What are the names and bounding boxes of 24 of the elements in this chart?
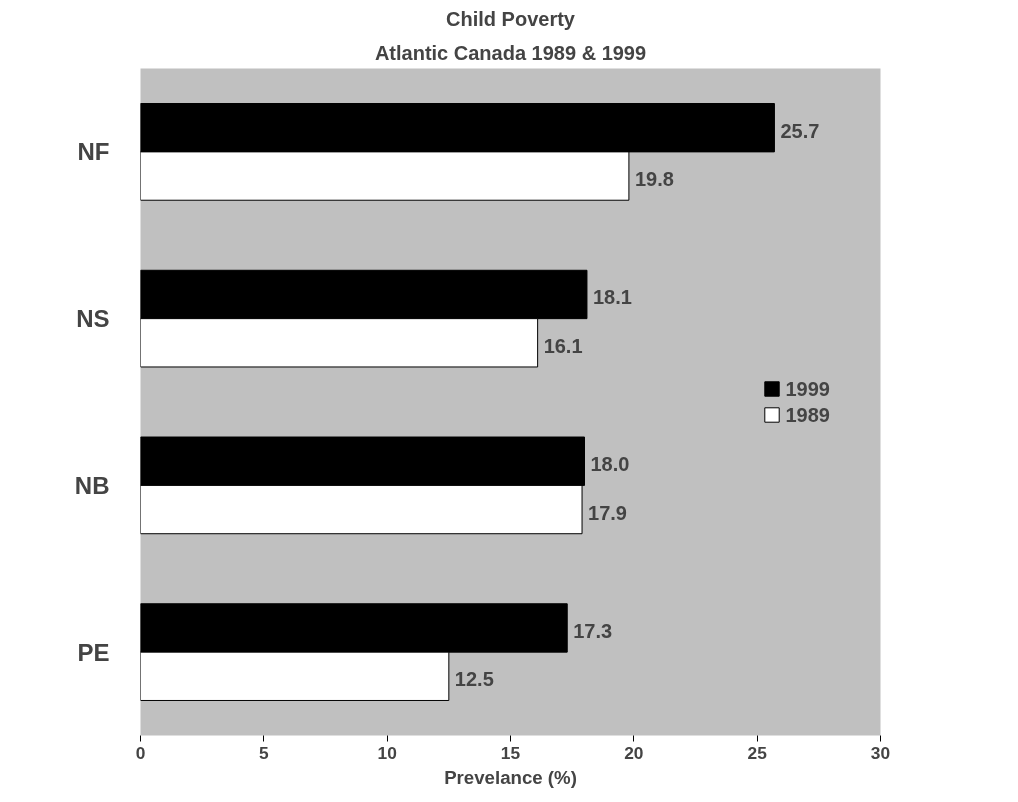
chart-title: Child Poverty <box>446 7 576 30</box>
data-label: 12.5 <box>454 668 494 691</box>
data-label: 17.9 <box>588 501 627 524</box>
data-label: 18.1 <box>592 286 632 309</box>
x-axis-title: Prevelance (%) <box>444 766 577 788</box>
y-tick-label: NB <box>74 471 110 499</box>
x-tick-label: 10 <box>377 742 397 763</box>
x-tick-label: 25 <box>747 742 768 763</box>
data-label: 18.0 <box>590 453 630 476</box>
data-label: 17.3 <box>573 619 613 642</box>
data-label: 19.8 <box>634 168 674 191</box>
legend-label: 1989 <box>785 403 830 426</box>
y-tick-label: PE <box>77 638 110 666</box>
chart-subtitle: Atlantic Canada 1989 & 1999 <box>374 41 647 64</box>
x-tick-label: 15 <box>500 742 521 763</box>
x-tick-label: 30 <box>870 742 891 763</box>
legend-label: 1999 <box>785 377 830 400</box>
x-tick-label: 20 <box>624 742 644 763</box>
y-tick-label: NS <box>76 305 110 333</box>
x-tick-label: 0 <box>135 742 146 763</box>
y-tick-label: NF <box>77 138 110 166</box>
data-label: 16.1 <box>543 334 583 357</box>
x-tick-label: 5 <box>259 742 270 763</box>
data-label: 25.7 <box>780 119 820 142</box>
